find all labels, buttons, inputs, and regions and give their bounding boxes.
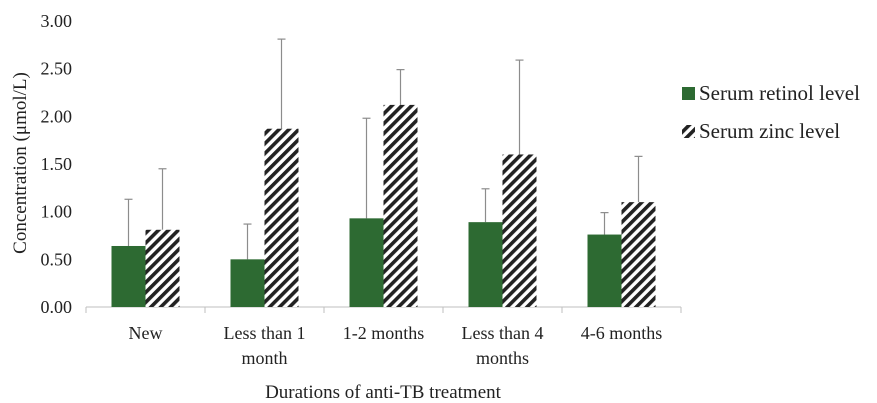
legend-label-retinol: Serum retinol level [699,81,860,105]
y-axis-title: Concentration (μmol/L) [10,72,31,254]
x-tick-label: month [241,348,287,368]
retinol-bar [587,234,622,307]
legend-swatch-zinc [682,125,695,138]
x-axis-title: Durations of anti-TB treatment [265,382,502,403]
x-tick-label: Less than 1 [224,323,306,343]
retinol-bar [111,245,146,307]
zinc-bar [621,202,656,307]
retinol-bar [349,218,384,307]
y-tick-label: 3.00 [41,11,73,31]
zinc-bar [502,154,537,307]
error-bars [124,38,643,260]
y-tick-label: 2.00 [41,106,73,126]
retinol-bar [468,222,503,307]
y-tick-label: 2.50 [41,59,73,79]
zinc-bar [383,104,418,307]
y-tick-label: 0.00 [41,297,73,317]
zinc-bar [264,128,299,307]
x-tick-label: New [129,323,163,343]
y-tick-label: 1.50 [41,154,73,174]
x-tick-label: months [476,348,529,368]
bars [111,104,656,307]
legend-swatch-retinol [682,87,695,100]
y-tick-label: 1.00 [41,202,73,222]
retinol-bar [230,259,265,307]
x-tick-label: Less than 4 [462,323,544,343]
y-tick-label: 0.50 [41,249,73,269]
x-tick-label: 1-2 months [343,323,425,343]
y-axis: 0.00 0.50 1.00 1.50 2.00 2.50 3.00 [41,11,73,317]
x-tick-label: 4-6 months [581,323,663,343]
zinc-bar [145,229,180,307]
x-axis [85,306,682,313]
x-tick-labels: New Less than 1 month 1-2 months Less than 4… [129,323,663,368]
legend: Serum retinol level Serum zinc level [682,81,860,143]
legend-label-zinc: Serum zinc level [699,119,840,143]
